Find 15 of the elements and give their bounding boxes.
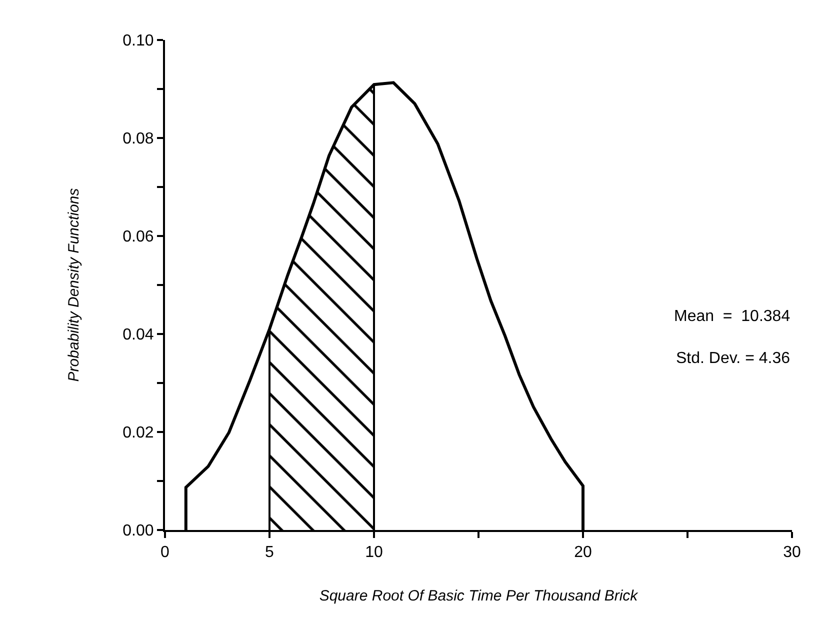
annotation: Std. Dev. = 4.36 — [676, 350, 790, 367]
x-tick-label: 10 — [365, 544, 383, 562]
x-tick-label: 5 — [265, 544, 274, 562]
y-tick-label: 0.06 — [122, 228, 154, 246]
y-tick-label: 0.10 — [122, 32, 154, 50]
x-tick-label: 20 — [574, 544, 592, 562]
y-tick-label: 0.02 — [122, 424, 154, 442]
y-tick-label: 0.00 — [122, 522, 154, 540]
x-tick-label: 0 — [160, 544, 170, 562]
x-axis-title: Square Root Of Basic Time Per Thousand Brick — [319, 588, 640, 605]
annotation: Mean = 10.384 — [674, 308, 790, 325]
x-tick-label: 30 — [783, 544, 801, 562]
y-axis-title: Probability Density Functions — [65, 188, 82, 382]
y-tick-label: 0.04 — [122, 326, 154, 344]
y-tick-label: 0.08 — [122, 130, 154, 148]
